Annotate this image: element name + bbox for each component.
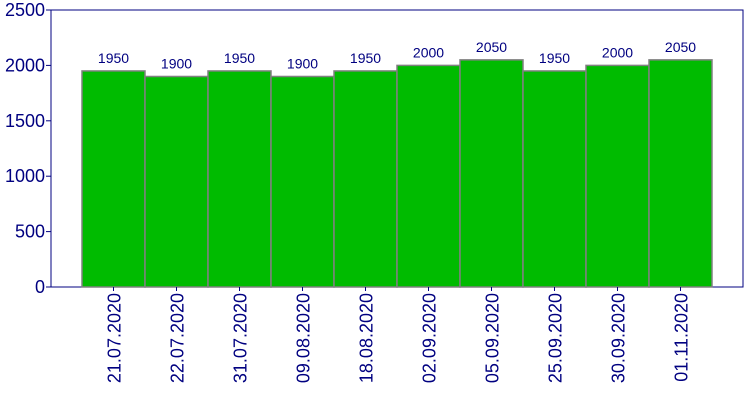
y-tick-label: 500: [15, 222, 45, 242]
bar: [144, 75, 209, 288]
data-label: 2000: [413, 44, 444, 60]
bar: [522, 70, 587, 288]
x-tick-label: 05.09.2020: [483, 293, 503, 383]
y-tick-label: 2500: [5, 0, 45, 20]
data-label: 1900: [287, 55, 318, 71]
data-label: 1950: [98, 50, 129, 66]
bar: [648, 59, 713, 288]
data-label: 1900: [161, 55, 192, 71]
data-label: 1950: [350, 50, 381, 66]
y-tick-label: 2000: [5, 55, 45, 75]
x-tick-label: 22.07.2020: [168, 293, 188, 383]
x-tick-label: 02.09.2020: [420, 293, 440, 383]
bar: [270, 75, 335, 288]
x-tick-label: 21.07.2020: [105, 293, 125, 383]
x-tick-label: 18.08.2020: [357, 293, 377, 383]
data-label: 1950: [539, 50, 570, 66]
data-label: 2050: [476, 39, 507, 55]
bar: [81, 70, 146, 288]
x-tick-label: 09.08.2020: [294, 293, 314, 383]
x-tick-label: 30.09.2020: [609, 293, 629, 383]
bar: [459, 59, 524, 288]
data-label: 2050: [665, 39, 696, 55]
bar: [396, 64, 461, 288]
x-tick-label: 25.09.2020: [546, 293, 566, 383]
x-tick-label: 31.07.2020: [231, 293, 251, 383]
x-tick-label: 01.11.2020: [672, 293, 692, 382]
bar: [585, 64, 650, 288]
data-label: 1950: [224, 50, 255, 66]
y-tick-label: 1000: [5, 166, 45, 186]
data-label: 2000: [602, 44, 633, 60]
bar: [207, 70, 272, 288]
bar: [333, 70, 398, 288]
y-tick-label: 1500: [5, 111, 45, 131]
y-tick-label: 0: [35, 277, 45, 297]
